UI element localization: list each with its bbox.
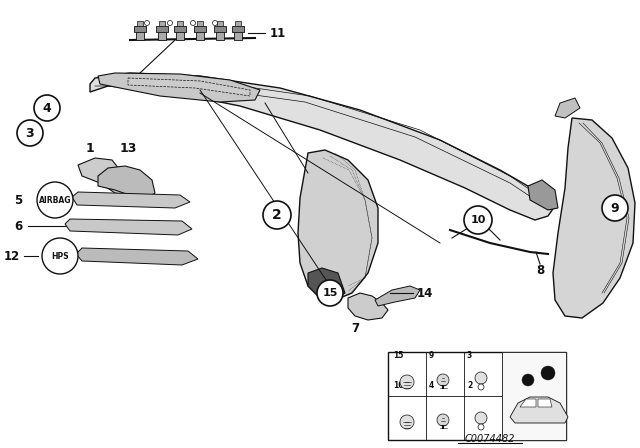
Circle shape xyxy=(400,415,414,429)
Text: 2: 2 xyxy=(467,381,472,390)
Polygon shape xyxy=(298,150,378,300)
Text: 2: 2 xyxy=(272,208,282,222)
Text: 15: 15 xyxy=(393,351,403,360)
Polygon shape xyxy=(128,78,250,96)
Circle shape xyxy=(602,195,628,221)
Bar xyxy=(216,30,224,40)
Circle shape xyxy=(400,375,414,389)
Text: 13: 13 xyxy=(119,142,137,155)
Polygon shape xyxy=(538,399,552,407)
Bar xyxy=(194,26,206,32)
Circle shape xyxy=(212,21,218,26)
Bar xyxy=(196,30,204,40)
Bar xyxy=(159,21,165,26)
Circle shape xyxy=(37,182,73,218)
Bar xyxy=(214,26,226,32)
Circle shape xyxy=(541,366,555,380)
Text: 15: 15 xyxy=(323,288,338,298)
Circle shape xyxy=(478,424,484,430)
Circle shape xyxy=(17,120,43,146)
Circle shape xyxy=(34,95,60,121)
Text: 9: 9 xyxy=(429,351,435,360)
Bar xyxy=(217,21,223,26)
Circle shape xyxy=(464,206,492,234)
Text: 7: 7 xyxy=(351,322,359,335)
Bar xyxy=(174,26,186,32)
Text: 5: 5 xyxy=(14,194,22,207)
Text: 3: 3 xyxy=(26,126,35,139)
Circle shape xyxy=(437,414,449,426)
Circle shape xyxy=(522,374,534,386)
Circle shape xyxy=(437,374,449,386)
Text: HPS: HPS xyxy=(51,251,69,260)
Text: 11: 11 xyxy=(270,26,286,39)
Polygon shape xyxy=(375,286,420,306)
Text: 4: 4 xyxy=(429,381,435,390)
Polygon shape xyxy=(308,268,345,300)
Bar xyxy=(156,26,168,32)
Circle shape xyxy=(263,201,291,229)
Text: 4: 4 xyxy=(43,102,51,115)
Polygon shape xyxy=(528,180,558,210)
Text: 8: 8 xyxy=(536,263,544,276)
Text: 10: 10 xyxy=(393,381,403,390)
Polygon shape xyxy=(72,192,190,208)
Circle shape xyxy=(475,412,487,424)
Circle shape xyxy=(42,238,78,274)
Text: 3: 3 xyxy=(467,351,472,360)
Bar xyxy=(177,21,183,26)
Polygon shape xyxy=(520,399,536,407)
Bar xyxy=(235,21,241,26)
Bar xyxy=(134,26,146,32)
Text: AIRBAG: AIRBAG xyxy=(39,195,71,204)
Text: 14: 14 xyxy=(417,287,433,300)
Text: C0074482: C0074482 xyxy=(465,434,515,444)
Polygon shape xyxy=(553,118,635,318)
Bar xyxy=(234,30,242,40)
Polygon shape xyxy=(90,73,555,220)
Circle shape xyxy=(145,21,150,26)
Polygon shape xyxy=(348,293,388,320)
Text: 1: 1 xyxy=(86,142,94,155)
Bar xyxy=(136,30,144,40)
Text: 12: 12 xyxy=(4,250,20,263)
Bar xyxy=(502,352,566,440)
Text: 6: 6 xyxy=(14,220,22,233)
Polygon shape xyxy=(98,73,260,102)
Polygon shape xyxy=(98,166,155,200)
Bar xyxy=(158,30,166,40)
Bar xyxy=(232,26,244,32)
Polygon shape xyxy=(65,219,192,235)
Circle shape xyxy=(478,384,484,390)
Circle shape xyxy=(168,21,173,26)
Bar xyxy=(137,21,143,26)
Polygon shape xyxy=(510,397,568,423)
Circle shape xyxy=(475,372,487,384)
Bar xyxy=(388,352,566,440)
Text: 9: 9 xyxy=(611,202,620,215)
Polygon shape xyxy=(555,98,580,118)
Bar xyxy=(197,21,203,26)
Circle shape xyxy=(191,21,195,26)
Polygon shape xyxy=(78,158,135,196)
Polygon shape xyxy=(76,248,198,265)
Text: 10: 10 xyxy=(470,215,486,225)
Circle shape xyxy=(317,280,343,306)
Bar xyxy=(176,30,184,40)
